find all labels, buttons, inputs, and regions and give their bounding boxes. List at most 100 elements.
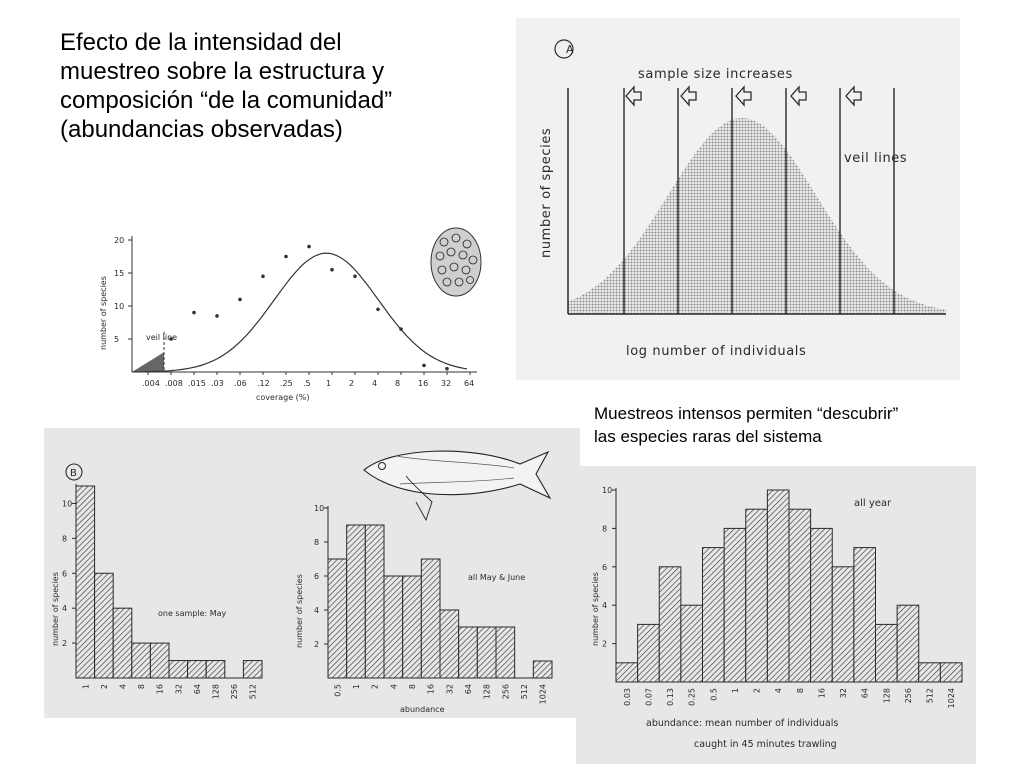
species-curve xyxy=(568,118,946,314)
x-tick-label: 256 xyxy=(501,684,510,699)
x-tick-label: 4 xyxy=(389,684,398,689)
histogram-bar xyxy=(439,609,460,679)
histogram-bar xyxy=(346,524,366,679)
y-tick-label: 6 xyxy=(314,572,319,581)
y-axis-label: number of species xyxy=(51,572,60,646)
left-arrow-icon xyxy=(735,85,752,107)
x-tick-label: 32 xyxy=(441,379,451,388)
panel-label: B xyxy=(70,468,77,479)
x-tick-label: 0.13 xyxy=(666,688,675,706)
data-point xyxy=(284,254,288,259)
x-tick-label: .008 xyxy=(165,379,183,388)
coverage-figure: 5 10 15 20 .004 .008 .015 .03 .06 .12 .25 .5 1 2 4 8 16 3… xyxy=(92,222,492,408)
x-axis-label: abundance: mean number of individuals xyxy=(646,718,838,729)
legend-text: all year xyxy=(854,498,892,509)
x-tick-label: 128 xyxy=(882,688,891,703)
x-tick-label: .12 xyxy=(257,379,270,388)
slide-note: Muestreos intensos permiten “descubrir” … xyxy=(594,402,1014,448)
x-tick-label: 16 xyxy=(156,684,165,694)
x-axis-label: coverage (%) xyxy=(256,393,310,402)
y-tick-label: 5 xyxy=(114,335,119,344)
histogram-bar xyxy=(853,547,876,683)
all-year-panel: 2 4 6 8 10 0.03 0.07 0.13 0.25 0.5 1 2 4 8 16 32 64 128 25… xyxy=(576,466,976,764)
x-tick-label: 256 xyxy=(230,684,239,699)
x-tick-label: 32 xyxy=(839,688,848,698)
y-tick-label: 2 xyxy=(62,639,67,648)
y-tick-label: 6 xyxy=(602,563,607,572)
x-tick-label: 64 xyxy=(464,684,473,694)
x-tick-label: 128 xyxy=(483,684,492,699)
histogram-bar xyxy=(532,660,553,679)
histogram-bar xyxy=(875,623,898,683)
x-tick-label: 2 xyxy=(371,684,380,689)
veil-label: veil lines xyxy=(844,151,907,166)
data-point xyxy=(261,274,265,279)
histograms-panel-b: 2 4 6 8 10 1 2 4 8 16 32 64 128 256 512 2 4 6 8 10 0.5 1 2 4 8 1… xyxy=(44,428,580,718)
x-tick-label: 0.07 xyxy=(644,688,653,706)
y-tick-label: 2 xyxy=(602,640,607,649)
panel-label-circle xyxy=(554,39,574,59)
histogram-bar xyxy=(242,660,263,679)
coverage-chart: 5 10 15 20 .004 .008 .015 .03 .06 .12 .25 .5 1 2 4 8 16 3… xyxy=(99,236,477,402)
y-tick-label: 10 xyxy=(602,486,612,495)
fitted-curve xyxy=(132,252,468,373)
data-point xyxy=(238,297,242,302)
all-year-chart: 2 4 6 8 10 0.03 0.07 0.13 0.25 0.5 1 2 4 8 16 32 64 128 25… xyxy=(591,486,963,750)
x-tick-label: 16 xyxy=(418,379,428,388)
veil-lines-chart: A sample size increases veil lines numbe… xyxy=(516,18,960,380)
y-tick-label: 4 xyxy=(62,604,67,613)
y-tick-label: 8 xyxy=(62,534,67,543)
slide-title-line: composición “de la comunidad” xyxy=(60,87,393,114)
x-tick-label: 1024 xyxy=(539,684,548,704)
slide-title-line: (abundancias observadas) xyxy=(60,116,343,143)
coral-icon xyxy=(430,227,482,297)
histogram-bar xyxy=(458,626,478,679)
data-point xyxy=(307,244,311,249)
left-arrow-icon xyxy=(790,85,807,107)
coral-illustration xyxy=(420,222,490,302)
y-tick-label: 6 xyxy=(62,569,67,578)
y-tick-label: 8 xyxy=(314,538,319,547)
x-tick-label: 1 xyxy=(352,684,361,689)
y-tick-label: 10 xyxy=(114,302,124,311)
data-point xyxy=(445,366,449,371)
veil-lines-figure: A sample size increases veil lines numbe… xyxy=(516,18,960,380)
x-tick-label: .004 xyxy=(142,379,160,388)
histogram-bar xyxy=(766,489,790,683)
x-tick-label: 64 xyxy=(193,684,202,694)
slide-note-line: las especies raras del sistema xyxy=(594,427,822,446)
slide-title-line: Efecto de la intensidad del xyxy=(60,29,342,56)
histogram-bar xyxy=(896,604,920,683)
x-tick-label: 8 xyxy=(796,688,805,693)
histogram-bar xyxy=(131,642,151,679)
x-tick-label: 8 xyxy=(395,379,400,388)
left-arrow-icon xyxy=(845,85,862,107)
data-point xyxy=(353,274,357,279)
histogram-bar xyxy=(75,485,96,679)
fish-icon xyxy=(363,450,552,522)
x-tick-label: 1 xyxy=(326,379,331,388)
x-tick-label: 4 xyxy=(119,684,128,689)
veil-shaded-area xyxy=(132,352,164,372)
x-axis-label: log number of individuals xyxy=(626,344,806,359)
histogram-bar xyxy=(615,662,639,683)
histogram-bar xyxy=(420,558,441,679)
x-tick-label: .25 xyxy=(280,379,293,388)
y-axis-label: number of species xyxy=(99,276,108,350)
y-axis-label: number of species xyxy=(539,128,554,258)
y-tick-label: 8 xyxy=(602,524,607,533)
x-axis-label: abundance xyxy=(400,705,445,714)
left-arrow-icon xyxy=(625,85,642,107)
left-arrow-icon xyxy=(680,85,697,107)
histogram-bar xyxy=(658,566,682,683)
y-tick-label: 10 xyxy=(62,499,72,508)
x-axis-label-2: caught in 45 minutes trawling xyxy=(694,739,837,750)
y-tick-label: 4 xyxy=(314,606,319,615)
x-tick-label: 32 xyxy=(174,684,183,694)
x-tick-label: 8 xyxy=(137,684,146,689)
x-tick-label: 8 xyxy=(408,684,417,689)
histogram-bar xyxy=(680,604,703,683)
veil-line-label: veil line xyxy=(146,333,177,342)
x-tick-label: 512 xyxy=(926,688,935,703)
